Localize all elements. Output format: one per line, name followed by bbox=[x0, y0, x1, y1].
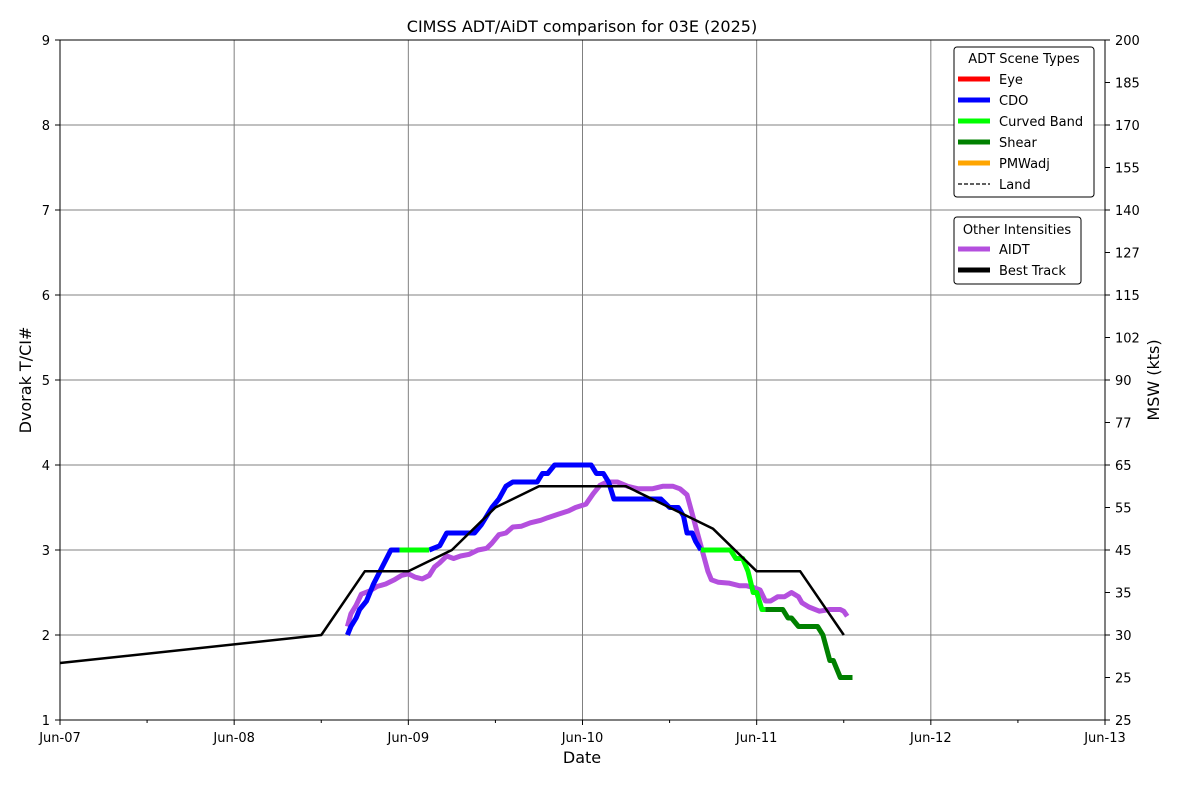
y-tick-label: 2 bbox=[42, 629, 50, 644]
y2-tick-label: 90 bbox=[1115, 374, 1132, 389]
series-line-cdo bbox=[345, 547, 400, 636]
y2-axis-ticks: 25 25 30 35 45 55 65 77 90 102 115 127 140 155 170 185 2… bbox=[1105, 34, 1140, 729]
legend-scene-box bbox=[953, 46, 1095, 198]
y-tick-label: 4 bbox=[42, 459, 50, 474]
y-tick-label: 8 bbox=[42, 119, 50, 134]
legend-label-curved-band: Curved Band bbox=[999, 115, 1083, 130]
legend-label-aidt: AIDT bbox=[999, 243, 1030, 258]
y2-tick-label: 35 bbox=[1115, 587, 1132, 602]
grid-lines bbox=[59, 39, 1106, 721]
x-axis-label: Date bbox=[563, 748, 601, 767]
legend-label-cdo: CDO bbox=[999, 94, 1028, 109]
y-tick-label: 6 bbox=[42, 289, 50, 304]
x-tick-label: Jun-09 bbox=[387, 731, 430, 746]
y-tick-label: 7 bbox=[42, 204, 50, 219]
y2-tick-label: 77 bbox=[1115, 417, 1132, 432]
y2-tick-label: 30 bbox=[1115, 629, 1132, 644]
x-axis-ticks: Jun-07 Jun-08 Jun-09 Jun-10 Jun-11 Jun-12 Jun-… bbox=[38, 720, 1126, 746]
y2-tick-label: 55 bbox=[1115, 502, 1132, 517]
series-layer bbox=[59, 462, 853, 680]
y2-tick-label: 140 bbox=[1115, 204, 1140, 219]
y2-tick-label: 65 bbox=[1115, 459, 1132, 474]
legend-label-best-track: Best Track bbox=[999, 264, 1066, 279]
legend-other-box bbox=[953, 216, 1082, 285]
y-tick-label: 5 bbox=[42, 374, 50, 389]
y2-tick-label: 25 bbox=[1115, 714, 1132, 729]
y-tick-label: 1 bbox=[42, 714, 50, 729]
legend-other-intensities: Other Intensities AIDT Best Track bbox=[953, 216, 1082, 285]
y-axis-ticks: 1 2 3 4 5 6 7 8 9 bbox=[42, 34, 60, 729]
legend-label-shear: Shear bbox=[999, 136, 1037, 151]
chart-title: CIMSS ADT/AiDT comparison for 03E (2025) bbox=[407, 17, 757, 36]
x-tick-label: Jun-07 bbox=[38, 731, 81, 746]
x-tick-label: Jun-11 bbox=[735, 731, 778, 746]
legend-label-eye: Eye bbox=[999, 73, 1023, 88]
y2-tick-label: 170 bbox=[1115, 119, 1140, 134]
y2-tick-label: 102 bbox=[1115, 332, 1140, 347]
y-tick-label: 3 bbox=[42, 544, 50, 559]
legend-other-entries: AIDT Best Track bbox=[958, 243, 1066, 279]
legend-scene-types: ADT Scene Types Eye CDO Curved Band Shear PM… bbox=[953, 46, 1095, 198]
y2-tick-label: 200 bbox=[1115, 34, 1140, 49]
y2-tick-label: 25 bbox=[1115, 672, 1132, 687]
y-axis-label: Dvorak T/CI# bbox=[16, 327, 35, 434]
y2-tick-label: 127 bbox=[1115, 247, 1140, 262]
series-line-cdo bbox=[428, 462, 704, 553]
y2-tick-label: 115 bbox=[1115, 289, 1140, 304]
x-tick-label: Jun-12 bbox=[909, 731, 952, 746]
y2-tick-label: 185 bbox=[1115, 77, 1140, 92]
series-line-best-track bbox=[59, 485, 845, 665]
legend-scene-title: ADT Scene Types bbox=[968, 52, 1080, 67]
x-tick-label: Jun-10 bbox=[561, 731, 604, 746]
x-tick-label: Jun-08 bbox=[212, 731, 255, 746]
y2-axis-label: MSW (kts) bbox=[1144, 339, 1163, 420]
y2-tick-label: 155 bbox=[1115, 162, 1140, 177]
x-tick-label: Jun-13 bbox=[1083, 731, 1126, 746]
legend-label-pmwadj: PMWadj bbox=[999, 157, 1050, 172]
y-tick-label: 9 bbox=[42, 34, 50, 49]
legend-label-land: Land bbox=[999, 178, 1031, 193]
legend-scene-entries: Eye CDO Curved Band Shear PMWadj Land bbox=[958, 73, 1083, 193]
legend-other-title: Other Intensities bbox=[963, 223, 1072, 238]
y2-tick-label: 45 bbox=[1115, 544, 1132, 559]
series-line-aidt bbox=[344, 479, 850, 628]
series-line-shear bbox=[765, 607, 853, 680]
